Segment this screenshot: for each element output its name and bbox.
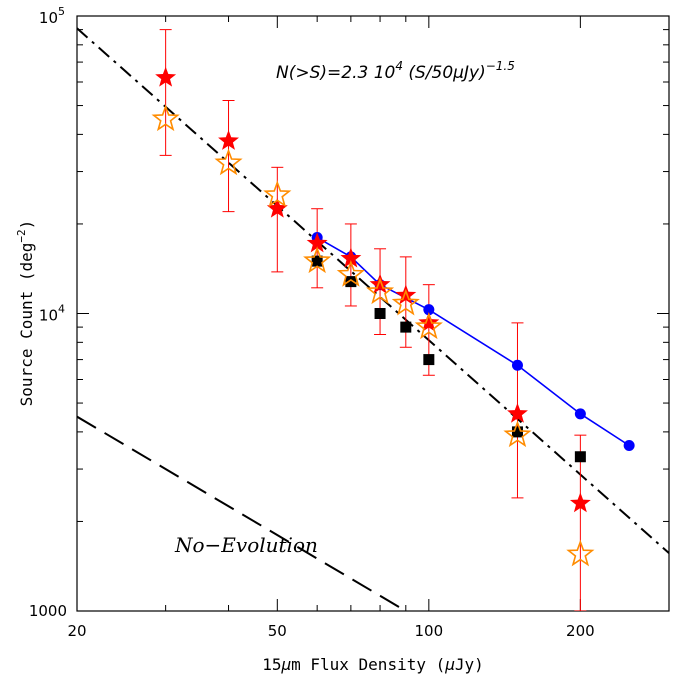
filled-star-point [340,247,362,268]
filled-star-point [395,284,417,305]
circle-point [423,304,435,316]
open-star-point [414,312,443,340]
y-tick-label: 105 [39,5,65,27]
open-star-point [214,148,243,176]
circle-point [623,440,635,451]
square-point [311,255,323,267]
open-star-point [336,259,365,287]
open-star-point [566,539,595,567]
filled-star-point [306,232,328,253]
no-evolution-line [77,415,407,611]
open-star-point [151,104,180,132]
filled-star-series [155,66,591,513]
square-point [574,451,586,463]
formula-annotation: N(>S)=2.3 104 (S/50μJy)−1.5 [276,59,515,83]
no-evolution-label: No−Evolution [174,533,318,557]
x-tick-label: 100 [415,622,444,640]
open-star-point [263,180,292,208]
data-series [151,29,635,611]
filled-star-point [418,311,440,332]
square-point [400,321,412,333]
circle-line-series [311,232,635,451]
error-bars [159,29,587,611]
filled-star-point [507,402,528,423]
axis-ticks [76,15,670,612]
x-tick-label: 200 [566,622,595,640]
square-point [423,354,435,366]
filled-star-point [369,273,391,294]
y-axis-label: Source Count (deg−2) [15,220,36,407]
filled-square-series [311,255,586,463]
circle-point [574,408,586,420]
filled-star-point [266,197,288,218]
x-tick-label: 50 [268,622,287,640]
open-star-point [365,277,395,305]
open-star-series [151,104,595,567]
filled-star-point [569,492,591,513]
square-point [345,276,357,288]
open-star-point [303,246,332,274]
power-law-fit-line [77,27,669,554]
x-tick-label: 20 [67,622,86,640]
square-point [511,426,523,438]
square-point [374,308,386,319]
filled-star-point [218,130,239,150]
open-star-point [503,420,532,448]
y-tick-label: 1000 [29,602,67,620]
axis-tick-labels: 20 50 100 200 1000 104 105 [29,5,595,640]
y-tick-label: 104 [39,303,65,325]
x-axis-label: 15μm Flux Density (μJy) [262,655,484,674]
circle-point [511,359,523,371]
open-star-point [391,288,420,316]
filled-star-point [155,66,177,87]
